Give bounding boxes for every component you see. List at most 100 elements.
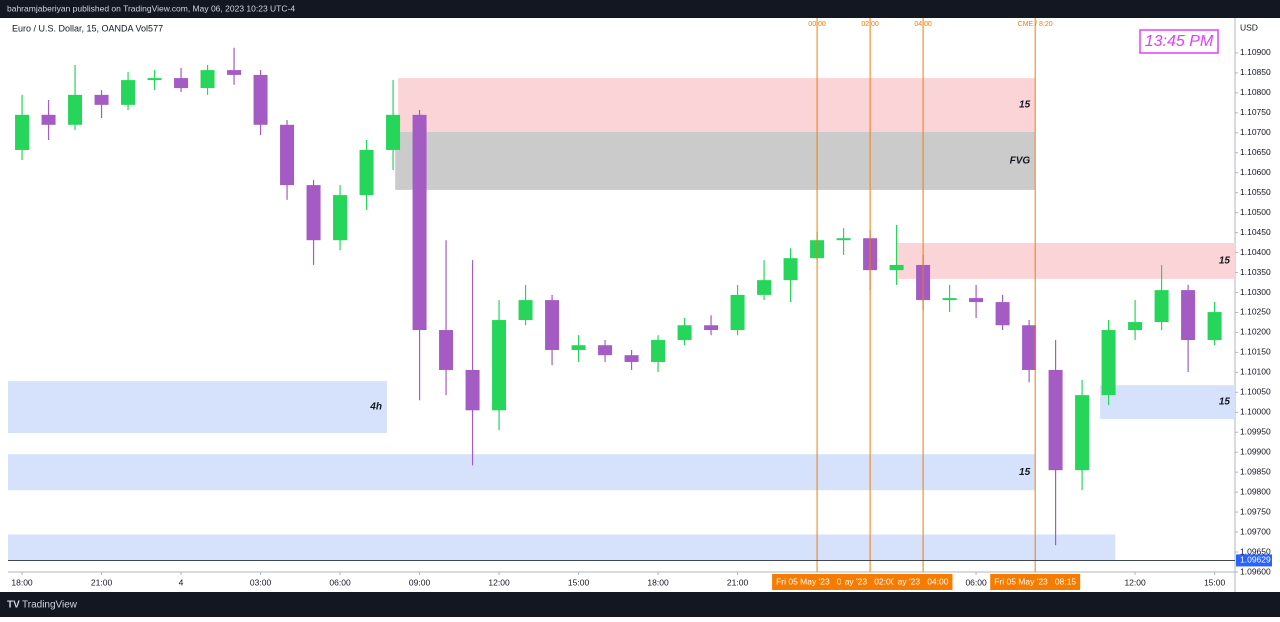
- x-tick-label: 21:00: [727, 577, 749, 587]
- candle-body: [704, 325, 719, 331]
- candle-body: [439, 330, 454, 370]
- candle-body: [730, 294, 745, 331]
- y-tick-label: 1.10700: [1240, 127, 1271, 137]
- zone-label: 15: [1219, 397, 1231, 408]
- candle-body: [386, 114, 401, 150]
- candle-body: [677, 325, 692, 341]
- candle-body: [68, 94, 83, 125]
- x-tick-label: 21:00: [91, 577, 113, 587]
- candle-body: [412, 114, 427, 331]
- session-bottom-label: ay '23 02:00: [845, 576, 896, 586]
- candle-body: [15, 114, 30, 150]
- y-tick-label: 1.10050: [1240, 387, 1271, 397]
- session-top-label: 00:00: [808, 21, 826, 28]
- candle-body: [359, 149, 374, 196]
- publisher: bahramjaberiyan published on TradingView…: [7, 3, 295, 13]
- clock-box: [1139, 29, 1219, 54]
- y-tick-label: 1.09700: [1240, 526, 1271, 536]
- zone: [395, 131, 1036, 190]
- x-tick-label: 18:00: [11, 577, 33, 587]
- y-tick-label: 1.10650: [1240, 147, 1271, 157]
- candle-body: [306, 185, 321, 241]
- session-top-label: CME / 8:20: [1018, 21, 1053, 28]
- x-tick-label: 06:00: [329, 577, 351, 587]
- zone-label: 15: [1019, 100, 1031, 111]
- y-tick-label: 1.09600: [1240, 566, 1271, 576]
- candle-body: [1128, 322, 1143, 331]
- candle-body: [518, 300, 533, 321]
- y-tick-label: 1.10400: [1240, 247, 1271, 257]
- candle-body: [465, 369, 480, 411]
- session-top-label: 04:00: [914, 21, 932, 28]
- candle-body: [41, 114, 56, 125]
- candle-body: [889, 264, 904, 271]
- footer-bar: [0, 592, 1280, 617]
- candle-body: [200, 70, 215, 89]
- y-tick-label: 1.10900: [1240, 47, 1271, 57]
- y-tick-label: 1.10000: [1240, 407, 1271, 417]
- candle-body: [1154, 290, 1169, 323]
- x-tick-label: 12:00: [1124, 577, 1146, 587]
- y-tick-label: 1.10800: [1240, 87, 1271, 97]
- candle-body: [624, 355, 639, 362]
- x-tick-label: 03:00: [250, 577, 272, 587]
- candle-body: [492, 320, 507, 411]
- y-tick-label: 1.10100: [1240, 367, 1271, 377]
- session-bottom-box: [772, 574, 863, 590]
- candle-body: [651, 340, 666, 362]
- y-tick-label: 1.10600: [1240, 167, 1271, 177]
- x-tick-label: 4: [179, 577, 184, 587]
- y-tick-label: 1.10550: [1240, 187, 1271, 197]
- header-bar: [0, 0, 1280, 18]
- y-tick-label: 1.09800: [1240, 486, 1271, 496]
- y-tick-label: 1.09850: [1240, 466, 1271, 476]
- currency: USD: [1240, 22, 1258, 32]
- y-tick-label: 1.09750: [1240, 506, 1271, 516]
- candle-body: [121, 80, 136, 105]
- candle-body: [253, 74, 268, 125]
- candle-body: [969, 298, 984, 303]
- zone: [8, 534, 1116, 561]
- session-bottom-label: Fri 05 May '23 00:00: [776, 576, 858, 586]
- x-tick-label: 09:00: [409, 577, 431, 587]
- y-tick-label: 1.10300: [1240, 287, 1271, 297]
- candle-body: [1101, 330, 1116, 396]
- session-bottom-label: ay '23 04:00: [898, 576, 949, 586]
- y-tick-label: 1.09900: [1240, 446, 1271, 456]
- y-tick-label: 1.10150: [1240, 347, 1271, 357]
- brand[interactable]: TradingView: [22, 600, 78, 611]
- candle-body: [1207, 312, 1222, 341]
- current-price-label: 1.09629: [1240, 555, 1271, 565]
- session-bottom-label: Fri 05 May '23 08:15: [994, 576, 1076, 586]
- session-bottom-box: [840, 574, 900, 590]
- candle-body: [995, 302, 1010, 326]
- y-tick-label: 1.10500: [1240, 207, 1271, 217]
- candle-body: [174, 78, 189, 89]
- y-tick-label: 1.10750: [1240, 107, 1271, 117]
- candle-body: [598, 345, 613, 356]
- session-top-label: 02:00: [861, 21, 879, 28]
- candle-body: [1022, 325, 1037, 370]
- y-tick-label: 1.10200: [1240, 327, 1271, 337]
- candle-body: [783, 258, 798, 281]
- candle-body: [147, 78, 162, 81]
- y-tick-label: 1.10450: [1240, 227, 1271, 237]
- y-tick-label: 1.10250: [1240, 307, 1271, 317]
- candle-body: [836, 238, 851, 241]
- y-tick-label: 1.09950: [1240, 427, 1271, 437]
- candle-body: [333, 195, 348, 241]
- x-tick-label: 18:00: [647, 577, 669, 587]
- y-tick-label: 1.10850: [1240, 67, 1271, 77]
- zone-label: 15: [1019, 467, 1031, 478]
- x-tick-label: 12:00: [488, 577, 510, 587]
- x-tick-label: 15:00: [568, 577, 590, 587]
- y-tick-label: 1.10350: [1240, 267, 1271, 277]
- x-tick-label: 15:00: [1204, 577, 1226, 587]
- candle-body: [942, 298, 957, 301]
- zone: [8, 381, 387, 434]
- candle-body: [1048, 369, 1063, 471]
- zone: [398, 78, 1036, 132]
- y-tick-label: 1.09650: [1240, 546, 1271, 556]
- x-tick-label: 06:00: [965, 577, 987, 587]
- session-bottom-box: [893, 574, 953, 590]
